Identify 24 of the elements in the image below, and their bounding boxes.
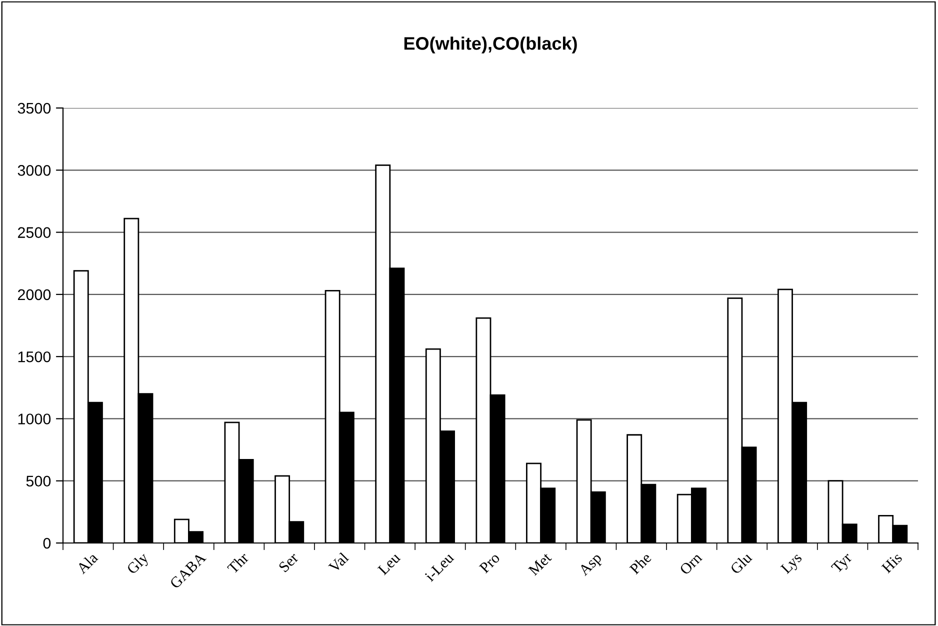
x-tick-label: Thr [226,551,250,574]
x-tick-label: Asp [578,552,604,578]
x-tick-label: Gly [126,551,152,577]
y-tick-label: 1500 [18,351,51,362]
x-tick-label: Lys [780,552,805,576]
x-tick-label: Met [528,552,552,576]
x-tick-label: Tyr [830,552,855,576]
x-tick-label: Ala [76,551,98,574]
x-tick-label: Orn [679,552,703,576]
y-tick-label: 0 [43,538,51,549]
y-tick-label: 2000 [18,289,51,300]
x-tick-label: Phe [628,552,652,575]
y-tick-label: 1000 [18,414,51,424]
y-tick-label: 3000 [18,165,51,176]
y-tick-label: 3500 [18,102,51,114]
x-tick-label: Glu [729,552,753,575]
x-tick-label: Ser [278,552,300,573]
y-tick-label: 2500 [18,227,51,238]
x-tick-label: Val [328,552,350,574]
x-tick-label: Pro [478,552,500,574]
chart-title: EO(white),CO(black) [404,36,577,54]
y-tick-label: 500 [26,476,51,487]
x-tick-label: His [881,552,903,574]
x-tick-label: Leu [377,552,401,576]
